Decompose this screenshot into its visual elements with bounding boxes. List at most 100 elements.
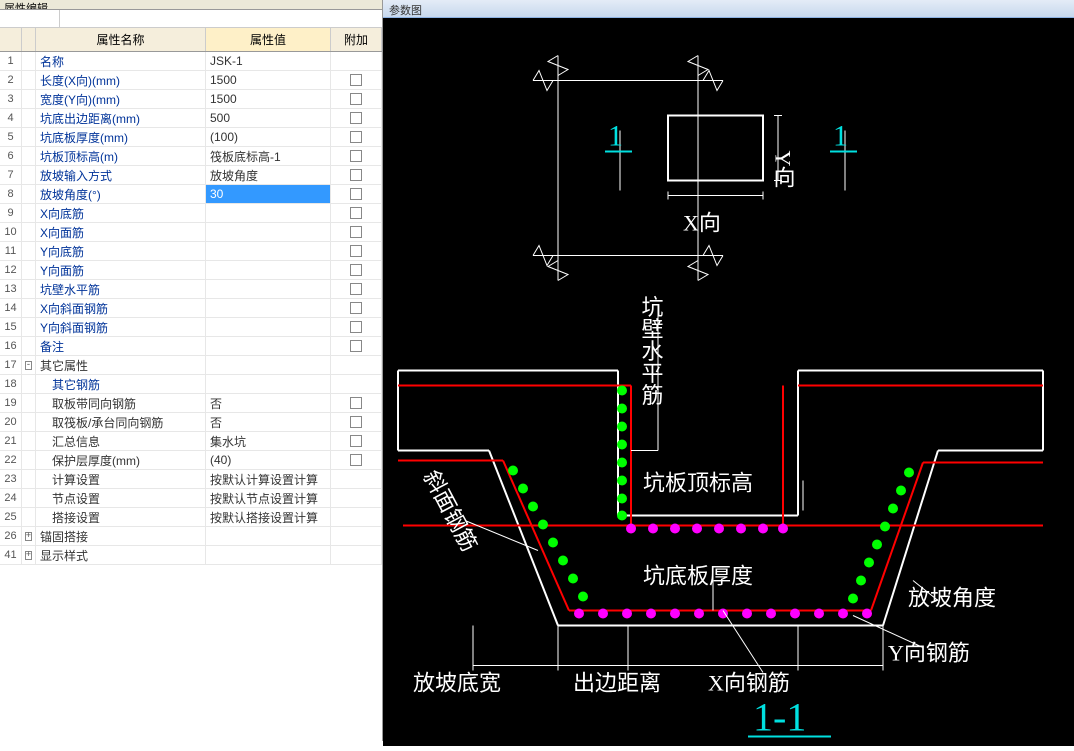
prop-value[interactable] (206, 280, 331, 298)
prop-attach[interactable] (331, 242, 382, 260)
checkbox-icon[interactable] (350, 340, 362, 352)
prop-value[interactable]: 1500 (206, 90, 331, 108)
checkbox-icon[interactable] (350, 131, 362, 143)
prop-value[interactable]: 按默认计算设置计算 (206, 470, 331, 488)
checkbox-icon[interactable] (350, 169, 362, 181)
prop-value[interactable] (206, 337, 331, 355)
prop-value[interactable]: JSK-1 (206, 52, 331, 70)
checkbox-icon[interactable] (350, 397, 362, 409)
prop-attach[interactable] (331, 109, 382, 127)
property-row[interactable]: 6坑板顶标高(m)筏板底标高-1 (0, 147, 382, 166)
property-row[interactable]: 17-其它属性 (0, 356, 382, 375)
property-row[interactable]: 4坑底出边距离(mm)500 (0, 109, 382, 128)
prop-value[interactable] (206, 318, 331, 336)
property-row[interactable]: 19取板带同向钢筋否 (0, 394, 382, 413)
checkbox-icon[interactable] (350, 245, 362, 257)
prop-attach[interactable] (331, 280, 382, 298)
prop-value[interactable]: 筏板底标高-1 (206, 147, 331, 165)
tree-toggle[interactable]: + (22, 527, 36, 545)
property-row[interactable]: 1名称JSK-1 (0, 52, 382, 71)
prop-attach[interactable] (331, 185, 382, 203)
property-row[interactable]: 2长度(X向)(mm)1500 (0, 71, 382, 90)
property-row[interactable]: 18其它钢筋 (0, 375, 382, 394)
prop-value[interactable] (206, 527, 331, 545)
prop-value[interactable]: (40) (206, 451, 331, 469)
checkbox-icon[interactable] (350, 416, 362, 428)
checkbox-icon[interactable] (350, 283, 362, 295)
prop-attach[interactable] (331, 337, 382, 355)
tree-toggle[interactable]: - (22, 356, 36, 374)
property-row[interactable]: 8放坡角度(°)30 (0, 185, 382, 204)
prop-value[interactable] (206, 546, 331, 564)
prop-attach[interactable] (331, 432, 382, 450)
prop-attach[interactable] (331, 394, 382, 412)
property-row[interactable]: 21汇总信息集水坑 (0, 432, 382, 451)
checkbox-icon[interactable] (350, 112, 362, 124)
property-row[interactable]: 20取筏板/承台同向钢筋否 (0, 413, 382, 432)
prop-attach[interactable] (331, 204, 382, 222)
prop-value[interactable]: (100) (206, 128, 331, 146)
property-row[interactable]: 15Y向斜面钢筋 (0, 318, 382, 337)
prop-attach[interactable] (331, 71, 382, 89)
checkbox-icon[interactable] (350, 454, 362, 466)
prop-value[interactable] (206, 375, 331, 393)
prop-value[interactable]: 否 (206, 413, 331, 431)
checkbox-icon[interactable] (350, 321, 362, 333)
prop-value[interactable]: 500 (206, 109, 331, 127)
checkbox-icon[interactable] (350, 226, 362, 238)
prop-attach[interactable] (331, 223, 382, 241)
property-row[interactable]: 7放坡输入方式放坡角度 (0, 166, 382, 185)
property-row[interactable]: 22保护层厚度(mm)(40) (0, 451, 382, 470)
prop-attach[interactable] (331, 90, 382, 108)
prop-value[interactable] (206, 204, 331, 222)
prop-attach[interactable] (331, 261, 382, 279)
checkbox-icon[interactable] (350, 435, 362, 447)
prop-attach[interactable] (331, 299, 382, 317)
prop-attach[interactable] (331, 147, 382, 165)
prop-value[interactable] (206, 356, 331, 374)
prop-value[interactable]: 按默认搭接设置计算 (206, 508, 331, 526)
property-row[interactable]: 14X向斜面钢筋 (0, 299, 382, 318)
row-number: 23 (0, 470, 22, 488)
checkbox-icon[interactable] (350, 188, 362, 200)
prop-attach[interactable] (331, 128, 382, 146)
property-row[interactable]: 11Y向底筋 (0, 242, 382, 261)
prop-value[interactable] (206, 261, 331, 279)
property-row[interactable]: 16备注 (0, 337, 382, 356)
prop-name: X向面筋 (36, 223, 206, 241)
prop-name: 坑底板厚度(mm) (36, 128, 206, 146)
prop-attach[interactable] (331, 166, 382, 184)
checkbox-icon[interactable] (350, 302, 362, 314)
checkbox-icon[interactable] (350, 150, 362, 162)
checkbox-icon[interactable] (350, 93, 362, 105)
property-row[interactable]: 24节点设置按默认节点设置计算 (0, 489, 382, 508)
prop-value[interactable] (206, 242, 331, 260)
property-row[interactable]: 10X向面筋 (0, 223, 382, 242)
checkbox-icon[interactable] (350, 207, 362, 219)
prop-value[interactable] (206, 299, 331, 317)
prop-attach[interactable] (331, 413, 382, 431)
filter-input[interactable] (60, 10, 382, 27)
property-row[interactable]: 26+锚固搭接 (0, 527, 382, 546)
property-row[interactable]: 25搭接设置按默认搭接设置计算 (0, 508, 382, 527)
prop-attach[interactable] (331, 318, 382, 336)
property-row[interactable]: 13坑壁水平筋 (0, 280, 382, 299)
prop-value[interactable]: 集水坑 (206, 432, 331, 450)
property-row[interactable]: 12Y向面筋 (0, 261, 382, 280)
tree-toggle[interactable]: + (22, 546, 36, 564)
checkbox-icon[interactable] (350, 74, 362, 86)
property-row[interactable]: 3宽度(Y向)(mm)1500 (0, 90, 382, 109)
prop-value[interactable]: 30 (206, 185, 331, 203)
checkbox-icon[interactable] (350, 264, 362, 276)
property-row[interactable]: 9X向底筋 (0, 204, 382, 223)
prop-value[interactable]: 按默认节点设置计算 (206, 489, 331, 507)
prop-value[interactable] (206, 223, 331, 241)
prop-attach (331, 356, 382, 374)
prop-value[interactable]: 放坡角度 (206, 166, 331, 184)
prop-attach[interactable] (331, 451, 382, 469)
prop-value[interactable]: 1500 (206, 71, 331, 89)
property-row[interactable]: 5坑底板厚度(mm)(100) (0, 128, 382, 147)
property-row[interactable]: 41+显示样式 (0, 546, 382, 565)
property-row[interactable]: 23计算设置按默认计算设置计算 (0, 470, 382, 489)
prop-value[interactable]: 否 (206, 394, 331, 412)
